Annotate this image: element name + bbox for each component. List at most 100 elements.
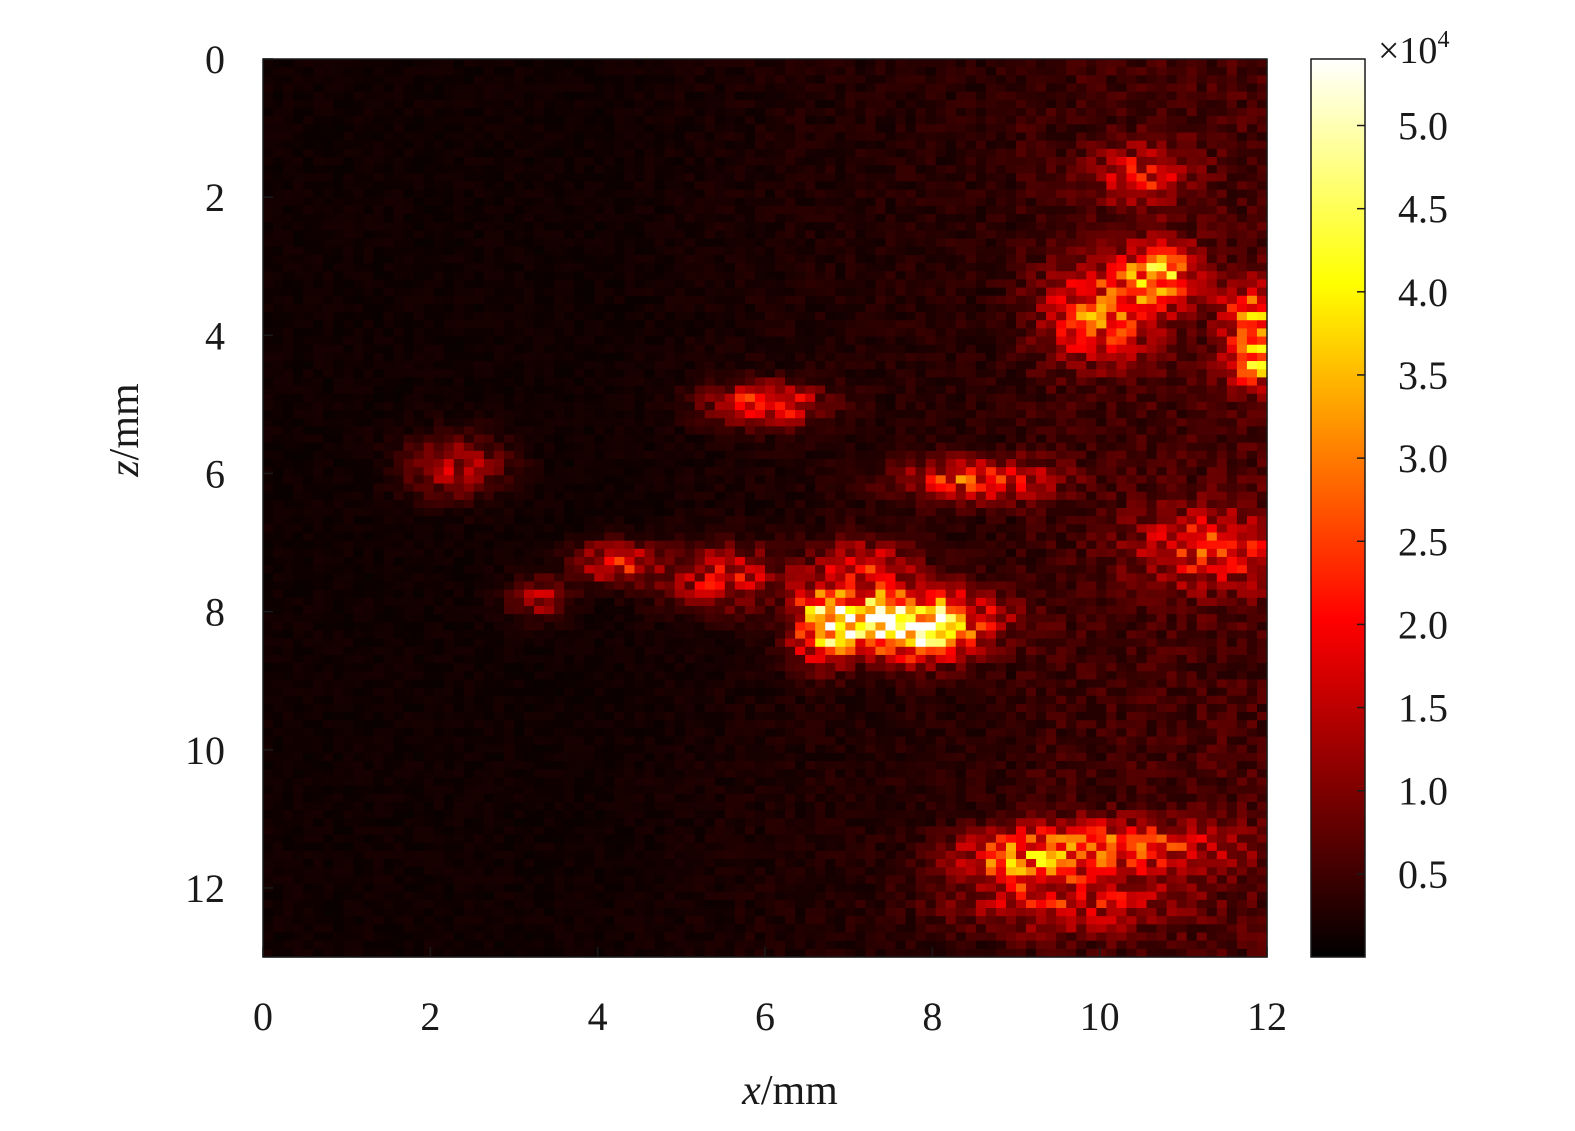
- heatmap-cell: [293, 948, 304, 958]
- heatmap-cell: [684, 899, 696, 909]
- heatmap-cell: [393, 638, 405, 648]
- heatmap-cell: [664, 850, 676, 860]
- heatmap-cell: [263, 728, 274, 738]
- heatmap-cell: [564, 671, 575, 681]
- heatmap-cell: [554, 197, 565, 207]
- heatmap-cell: [534, 801, 545, 811]
- heatmap-cell: [684, 532, 696, 542]
- heatmap-cell: [323, 924, 334, 934]
- heatmap-cell: [393, 850, 405, 860]
- heatmap-cell: [704, 59, 716, 68]
- heatmap-cell: [293, 556, 304, 566]
- heatmap-cell: [664, 189, 676, 199]
- heatmap-cell: [574, 67, 585, 76]
- heatmap-cell: [524, 556, 535, 566]
- heatmap-cell: [393, 777, 405, 787]
- heatmap-cell: [343, 589, 354, 599]
- heatmap-cell: [413, 540, 425, 550]
- heatmap-cell: [534, 352, 545, 362]
- heatmap-cell: [363, 671, 375, 681]
- heatmap-cell: [594, 181, 605, 191]
- heatmap-cell: [664, 630, 676, 640]
- heatmap-cell: [483, 916, 495, 925]
- heatmap-cell: [393, 254, 405, 264]
- heatmap-cell: [383, 671, 395, 681]
- heatmap-cell: [614, 214, 626, 223]
- heatmap-cell: [574, 630, 585, 640]
- heatmap-cell: [634, 769, 646, 778]
- heatmap-cell: [443, 908, 455, 917]
- heatmap-cell: [263, 336, 274, 346]
- heatmap-cell: [473, 663, 485, 672]
- heatmap-cell: [614, 328, 626, 338]
- heatmap-cell: [584, 540, 595, 550]
- heatmap-cell: [704, 303, 716, 313]
- heatmap-cell: [273, 197, 284, 207]
- heatmap-cell: [664, 883, 676, 893]
- heatmap-cell: [614, 548, 626, 558]
- heatmap-cell: [453, 769, 465, 778]
- heatmap-cell: [273, 752, 284, 762]
- heatmap-cell: [463, 369, 475, 378]
- heatmap-cell: [263, 393, 274, 403]
- heatmap-cell: [453, 532, 465, 542]
- heatmap-cell: [654, 124, 666, 134]
- heatmap-cell: [524, 499, 535, 509]
- heatmap-cell: [624, 312, 636, 321]
- heatmap-cell: [634, 271, 646, 281]
- heatmap-cell: [684, 850, 696, 860]
- heatmap-cell: [473, 891, 485, 901]
- heatmap-cell: [664, 671, 676, 681]
- heatmap-cell: [423, 385, 435, 395]
- heatmap-cell: [674, 622, 686, 632]
- heatmap-cell: [383, 524, 395, 534]
- heatmap-cell: [634, 312, 646, 321]
- heatmap-cell: [544, 214, 555, 223]
- heatmap-cell: [654, 230, 666, 240]
- heatmap-cell: [283, 499, 294, 509]
- heatmap-cell: [263, 573, 274, 583]
- heatmap-cell: [483, 932, 495, 942]
- heatmap-cell: [483, 712, 495, 721]
- heatmap-cell: [534, 687, 545, 697]
- heatmap-cell: [403, 491, 415, 501]
- heatmap-cell: [664, 107, 676, 117]
- heatmap-cell: [443, 850, 455, 860]
- heatmap-cell: [524, 532, 535, 542]
- heatmap-cell: [483, 671, 495, 681]
- heatmap-cell: [473, 140, 485, 150]
- heatmap-cell: [333, 467, 344, 476]
- heatmap-cell: [403, 246, 415, 256]
- heatmap-cell: [363, 59, 375, 68]
- heatmap-cell: [433, 589, 445, 599]
- heatmap-cell: [604, 442, 615, 452]
- heatmap-cell: [614, 630, 626, 640]
- heatmap-cell: [554, 279, 565, 289]
- heatmap-cell: [684, 312, 696, 321]
- heatmap-cell: [293, 508, 304, 517]
- heatmap-cell: [323, 818, 334, 827]
- heatmap-cell: [634, 720, 646, 730]
- heatmap-cell: [674, 842, 686, 852]
- heatmap-cell: [574, 646, 585, 656]
- heatmap-cell: [544, 442, 555, 452]
- heatmap-cell: [503, 793, 515, 803]
- heatmap-cell: [383, 940, 395, 950]
- heatmap-cell: [624, 99, 636, 109]
- heatmap-cell: [634, 891, 646, 901]
- heatmap-cell: [634, 548, 646, 558]
- heatmap-cell: [263, 801, 274, 811]
- heatmap-cell: [443, 442, 455, 452]
- heatmap-cell: [634, 148, 646, 158]
- heatmap-cell: [554, 328, 565, 338]
- heatmap-cell: [654, 508, 666, 517]
- heatmap-cell: [503, 720, 515, 730]
- heatmap-cell: [423, 459, 435, 468]
- heatmap-cell: [383, 189, 395, 199]
- heatmap-cell: [433, 654, 445, 664]
- heatmap-cell: [333, 589, 344, 599]
- heatmap-cell: [514, 908, 525, 917]
- heatmap-cell: [614, 59, 626, 68]
- heatmap-cell: [664, 532, 676, 542]
- heatmap-cell: [514, 752, 525, 762]
